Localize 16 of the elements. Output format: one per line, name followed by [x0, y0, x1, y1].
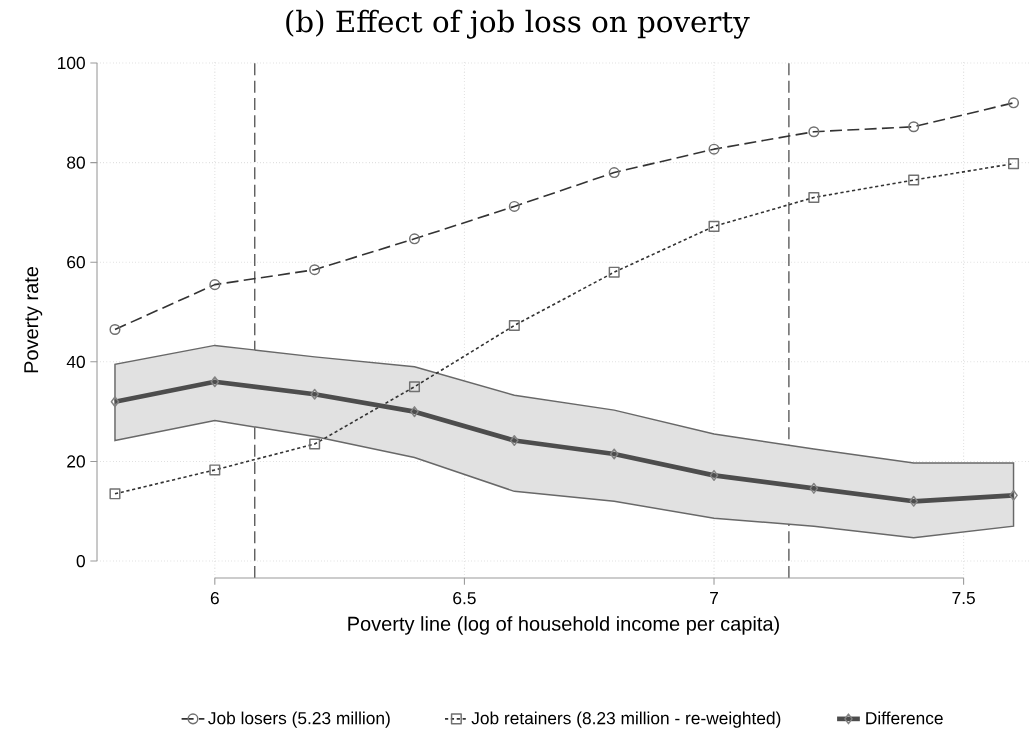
legend-label: Difference — [866, 711, 943, 725]
x-tick-label: 6 — [210, 592, 219, 605]
y-axis-title: Poverty rate — [24, 267, 43, 373]
y-tick-label: 40 — [66, 355, 85, 368]
x-tick-label: 6.5 — [453, 592, 476, 605]
legend-label: Job retainers (8.23 million - re-weighted) — [471, 711, 781, 728]
y-tick-label: 60 — [67, 256, 85, 269]
y-tick-label: 100 — [58, 56, 85, 70]
x-axis-title: Poverty line (log of household income per capita) — [348, 616, 779, 635]
y-tick-label: 0 — [76, 554, 85, 568]
chart-title: (b) Effect of job loss on poverty — [286, 9, 750, 39]
legend-label: Job losers (5.23 million) — [208, 711, 390, 728]
y-tick-label: 80 — [67, 156, 85, 169]
y-tick-label: 20 — [67, 455, 85, 468]
x-tick-label: 7.5 — [952, 592, 975, 605]
x-tick-label: 7 — [710, 592, 718, 604]
